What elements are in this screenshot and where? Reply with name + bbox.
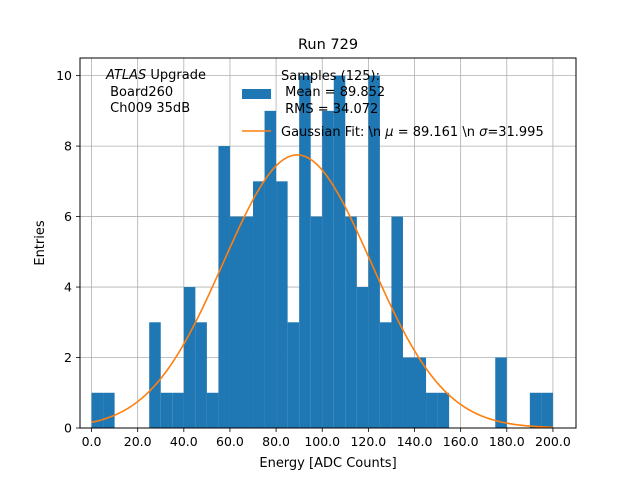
legend-fit-label: Gaussian Fit: \n μ = 89.161 \n σ=31.995 xyxy=(281,125,544,140)
histogram-bar xyxy=(287,322,300,428)
legend-fit-mid: = 89.161 \n xyxy=(394,125,480,140)
histogram-bar xyxy=(402,357,415,428)
x-tick-label: 180.0 xyxy=(489,434,525,449)
annotation-atlas: ATLAS xyxy=(105,68,146,83)
legend: Samples (125): Mean = 89.852 RMS = 34.07… xyxy=(242,69,544,140)
legend-fit-sigma: σ xyxy=(479,125,488,140)
gaussian-fit xyxy=(91,154,553,429)
histogram-bar xyxy=(253,181,265,428)
chart-title: Run 729 xyxy=(298,37,358,53)
y-tick-label: 8 xyxy=(64,139,72,154)
histogram-bar xyxy=(356,287,369,428)
histogram-bar xyxy=(529,392,542,428)
legend-hist-line-3: RMS = 34.072 xyxy=(281,102,378,117)
x-tick-label: 120.0 xyxy=(350,434,386,449)
x-tick-label: 80.0 xyxy=(262,434,290,449)
y-tick-label: 6 xyxy=(64,209,72,224)
histogram-bar xyxy=(172,392,184,428)
x-tick-label: 200.0 xyxy=(535,434,571,449)
histogram-bar xyxy=(345,216,357,428)
y-tick-label: 4 xyxy=(64,280,72,295)
x-tick-label: 0.0 xyxy=(82,434,102,449)
histogram-bar xyxy=(333,75,346,428)
annotation-line-2: Board260 xyxy=(106,85,173,100)
histogram-bar xyxy=(103,392,115,428)
histogram-bar xyxy=(495,357,507,428)
legend-fit-prefix: Gaussian Fit: \n xyxy=(281,125,385,140)
axis-ticks: 0.0 20.0 40.0 60.0 80.0 100.0 120.0 140.0 160.0 1… xyxy=(56,68,571,449)
histogram-bar xyxy=(160,392,173,428)
x-tick-label: 20.0 xyxy=(124,434,152,449)
histogram-bar xyxy=(322,110,334,428)
y-tick-label: 10 xyxy=(56,68,72,83)
legend-fit-suffix: =31.995 xyxy=(487,125,543,140)
histogram-bar xyxy=(368,75,380,428)
y-tick-label: 2 xyxy=(64,350,72,365)
x-tick-label: 160.0 xyxy=(443,434,479,449)
x-tick-label: 100.0 xyxy=(304,434,340,449)
annotation-line-1: ATLAS Upgrade xyxy=(105,68,206,83)
legend-hist-line-2: Mean = 89.852 xyxy=(281,85,385,100)
histogram-bar xyxy=(149,322,161,428)
histogram-bar xyxy=(183,287,196,428)
annotation-upgrade: Upgrade xyxy=(146,68,206,83)
plot-frame xyxy=(79,57,577,429)
y-tick-label: 0 xyxy=(64,421,72,436)
x-tick-label: 140.0 xyxy=(397,434,433,449)
histogram-bar xyxy=(91,392,104,428)
gaussian-fit-curve xyxy=(91,154,553,429)
histogram-bar xyxy=(426,392,438,428)
legend-fit-mu: μ xyxy=(384,125,393,140)
histogram-bar xyxy=(414,357,427,428)
histogram-bar xyxy=(541,392,553,428)
x-axis-label: Energy [ADC Counts] xyxy=(259,456,396,471)
annotation-line-3: Ch009 35dB xyxy=(106,101,190,116)
y-axis-label: Entries xyxy=(33,220,48,266)
histogram-bar xyxy=(437,392,450,428)
x-tick-label: 40.0 xyxy=(170,434,198,449)
histogram-bar xyxy=(379,322,392,428)
histogram-bar xyxy=(276,181,288,428)
legend-swatch-histogram xyxy=(242,89,271,99)
histogram-bar xyxy=(391,216,403,428)
histogram-bar xyxy=(218,146,230,428)
histogram-bar xyxy=(299,75,311,428)
histogram-bar xyxy=(195,322,207,428)
histogram-bar xyxy=(206,392,219,428)
histogram-bar xyxy=(264,110,277,428)
histogram-bar xyxy=(241,216,254,428)
histogram-bars xyxy=(91,75,553,428)
legend-hist-line-1: Samples (125): xyxy=(281,69,380,84)
histogram-bar xyxy=(229,216,242,428)
histogram-bar xyxy=(310,216,323,428)
x-tick-label: 60.0 xyxy=(216,434,244,449)
atlas-annotation: ATLAS Upgrade Board260 Ch009 35dB xyxy=(105,68,206,116)
